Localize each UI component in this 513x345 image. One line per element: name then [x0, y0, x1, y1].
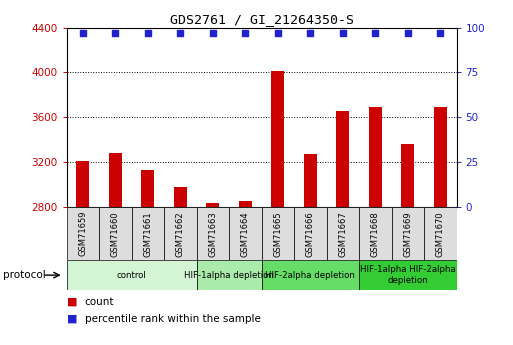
Bar [391, 207, 424, 260]
Bar [271, 71, 284, 207]
Point [176, 30, 185, 36]
Text: HIF-1alpha depletion: HIF-1alpha depletion [184, 270, 274, 280]
Text: percentile rank within the sample: percentile rank within the sample [85, 314, 261, 324]
Text: HIF-1alpha HIF-2alpha
depletion: HIF-1alpha HIF-2alpha depletion [360, 265, 456, 285]
Point [339, 30, 347, 36]
Bar [262, 260, 359, 290]
Bar [424, 207, 457, 260]
Text: GSM71664: GSM71664 [241, 211, 250, 257]
Text: GSM71665: GSM71665 [273, 211, 282, 257]
Bar [132, 207, 164, 260]
Text: GSM71659: GSM71659 [78, 211, 87, 256]
Text: GSM71669: GSM71669 [403, 211, 412, 257]
Text: GSM71670: GSM71670 [436, 211, 445, 257]
Text: GSM71663: GSM71663 [208, 211, 218, 257]
Bar [76, 161, 89, 207]
Bar [239, 201, 252, 207]
Bar [434, 107, 447, 207]
Bar [229, 207, 262, 260]
Text: HIF-2alpha depletion: HIF-2alpha depletion [265, 270, 356, 280]
Bar [359, 207, 391, 260]
Point [209, 30, 217, 36]
Bar [359, 260, 457, 290]
Bar [196, 207, 229, 260]
Bar [196, 260, 262, 290]
Point [306, 30, 314, 36]
Bar [294, 207, 327, 260]
Point [241, 30, 249, 36]
Bar [369, 107, 382, 207]
Bar [304, 154, 317, 207]
Point [144, 30, 152, 36]
Text: GSM71662: GSM71662 [176, 211, 185, 257]
Bar [109, 153, 122, 207]
Bar [337, 110, 349, 207]
Text: protocol: protocol [3, 270, 45, 280]
Bar [327, 207, 359, 260]
Point [274, 30, 282, 36]
Text: ■: ■ [67, 314, 77, 324]
Bar [67, 207, 99, 260]
Bar [142, 170, 154, 207]
Point [371, 30, 380, 36]
Point [436, 30, 444, 36]
Bar [262, 207, 294, 260]
Bar [206, 203, 220, 207]
Bar [99, 207, 132, 260]
Title: GDS2761 / GI_21264350-S: GDS2761 / GI_21264350-S [170, 13, 353, 27]
Text: count: count [85, 297, 114, 307]
Text: GSM71666: GSM71666 [306, 211, 315, 257]
Point [404, 30, 412, 36]
Text: GSM71660: GSM71660 [111, 211, 120, 257]
Bar [401, 144, 415, 207]
Point [79, 30, 87, 36]
Bar [164, 207, 196, 260]
Text: control: control [117, 270, 147, 280]
Bar [174, 187, 187, 207]
Text: GSM71667: GSM71667 [339, 211, 347, 257]
Text: GSM71668: GSM71668 [371, 211, 380, 257]
Text: ■: ■ [67, 297, 77, 307]
Text: GSM71661: GSM71661 [144, 211, 152, 257]
Bar [67, 260, 196, 290]
Point [111, 30, 120, 36]
